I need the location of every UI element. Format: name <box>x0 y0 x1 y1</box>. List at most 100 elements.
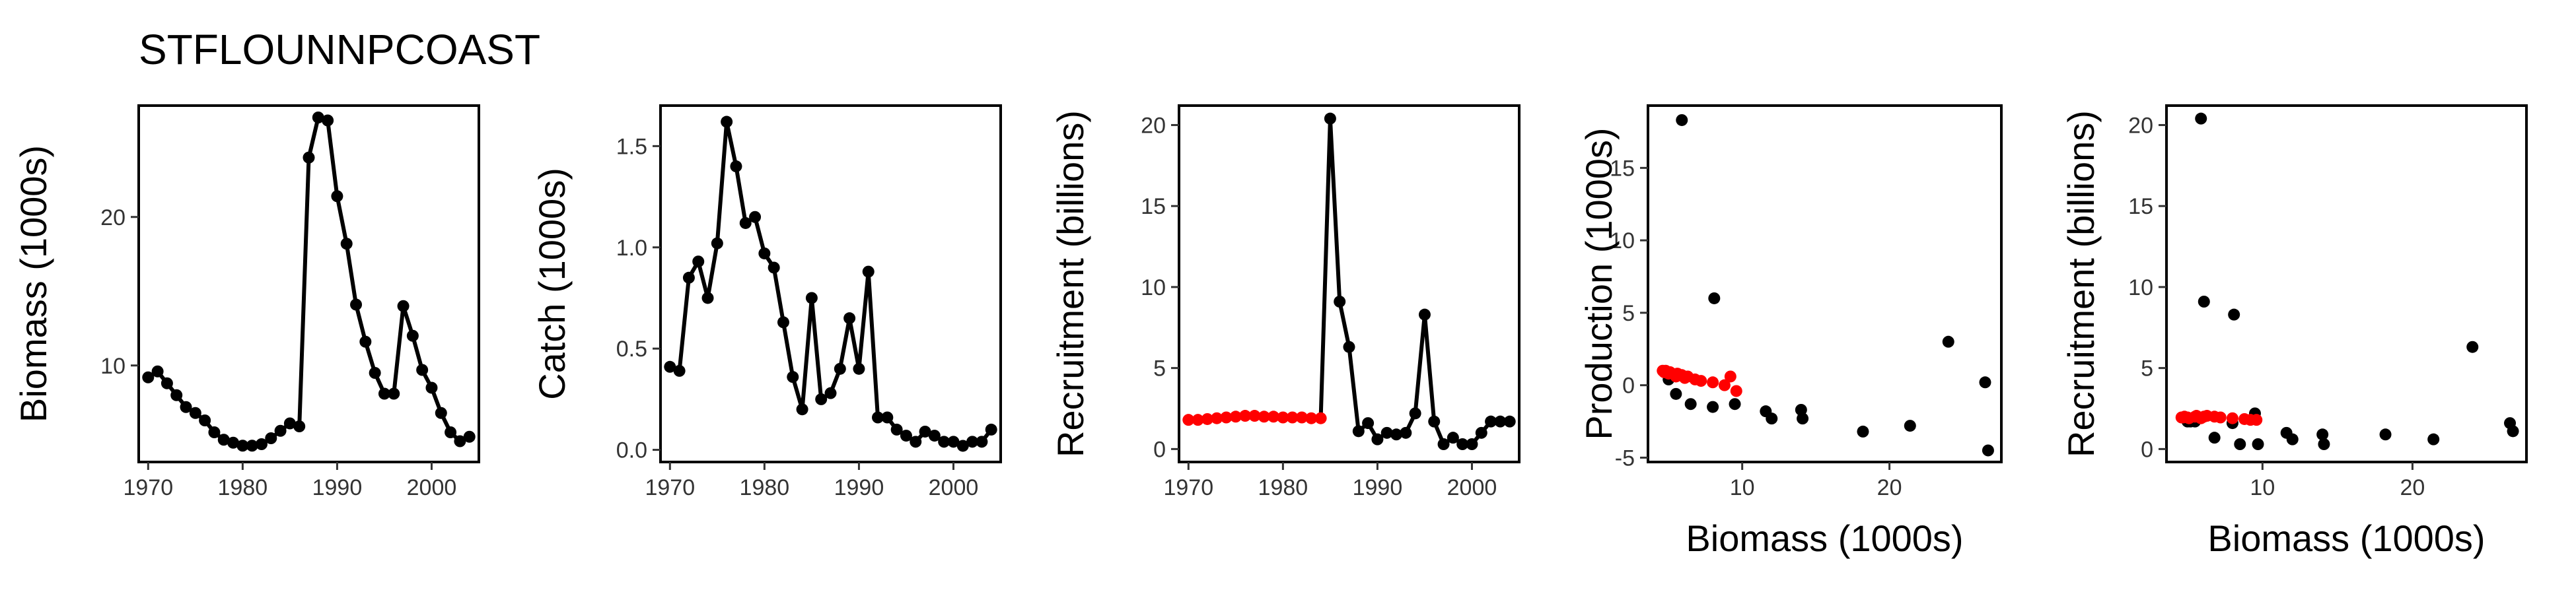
data-point-biomass_ts <box>359 335 372 348</box>
data-point-recruitment_ts <box>1371 433 1384 446</box>
data-point-biomass_ts <box>454 435 466 447</box>
data-point-biomass_ts <box>388 387 400 400</box>
data-point-recruitment_ts <box>1475 426 1487 439</box>
y-tick-label: 15 <box>1610 156 1635 181</box>
data-point-recruitment_vs_biomass <box>2507 425 2519 438</box>
data-point-biomass_ts <box>265 432 277 444</box>
data-point-production_vs_biomass <box>1904 420 1916 432</box>
data-point-production_vs_biomass <box>1707 376 1719 389</box>
data-point-recruitment_vs_biomass <box>2316 428 2329 441</box>
data-point-production_vs_biomass <box>1718 379 1731 391</box>
figure-title: STFLOUNNPCOAST <box>139 26 541 73</box>
data-point-biomass_ts <box>255 438 268 450</box>
data-point-recruitment_ts <box>1390 428 1403 441</box>
y-tick-label: 0.0 <box>616 438 647 463</box>
data-point-catch_ts <box>966 436 979 448</box>
data-point-catch_ts <box>862 265 875 278</box>
data-point-production_vs_biomass <box>1684 398 1697 411</box>
data-point-catch_ts <box>843 312 856 325</box>
data-point-recruitment_ts <box>1485 415 1497 428</box>
data-point-catch_ts <box>947 436 960 448</box>
x-tick-label: 1970 <box>645 475 695 500</box>
data-point-recruitment_ts <box>1211 412 1223 424</box>
data-point-catch_ts <box>881 411 894 424</box>
y-tick-label: 0 <box>2141 437 2153 462</box>
data-point-recruitment_vs_biomass <box>2208 432 2221 444</box>
data-point-recruitment_ts <box>1334 296 1346 308</box>
data-point-biomass_ts <box>236 440 249 452</box>
data-point-recruitment_ts <box>1295 411 1308 424</box>
data-point-biomass_ts <box>246 440 258 452</box>
data-point-catch_ts <box>711 237 723 249</box>
y-axis-title: Production (1000s) <box>1578 127 1620 440</box>
y-tick-label: 10 <box>1141 275 1166 300</box>
x-axis-title: Biomass (1000s) <box>2207 517 2485 559</box>
data-point-biomass_ts <box>283 417 296 430</box>
data-point-biomass_ts <box>416 364 429 376</box>
data-point-biomass_ts <box>425 381 438 394</box>
x-tick-label: 10 <box>1730 475 1755 500</box>
data-point-catch_ts <box>787 371 799 383</box>
y-tick-label: 5 <box>1153 356 1166 381</box>
data-point-catch_ts <box>834 362 846 375</box>
data-point-biomass_ts <box>274 424 287 437</box>
data-point-catch_ts <box>805 292 818 304</box>
y-axis-title: Biomass (1000s) <box>13 145 54 422</box>
data-point-production_vs_biomass <box>1707 401 1719 413</box>
data-point-biomass_ts <box>303 151 315 164</box>
y-axis-title: Catch (1000s) <box>531 168 573 400</box>
data-point-recruitment_ts <box>1380 426 1393 439</box>
data-point-biomass_ts <box>340 238 353 250</box>
data-point-recruitment_ts <box>1314 412 1327 424</box>
data-point-recruitment_ts <box>1229 411 1242 423</box>
data-point-catch_ts <box>853 362 865 375</box>
data-point-catch_ts <box>985 423 997 436</box>
plot-frame-recruitment_ts <box>1178 104 1521 463</box>
x-tick-label: 1980 <box>740 475 790 500</box>
data-point-recruitment_vs_biomass <box>2226 412 2238 424</box>
data-point-biomass_ts <box>227 436 240 449</box>
x-tick-label: 2000 <box>1447 475 1497 500</box>
data-point-biomass_ts <box>350 298 363 311</box>
data-point-biomass_ts <box>208 426 221 438</box>
data-point-recruitment_ts <box>1362 417 1375 430</box>
y-tick-label: 10 <box>1610 228 1635 253</box>
x-tick-label: 20 <box>2400 475 2425 500</box>
data-point-production_vs_biomass <box>1724 370 1736 383</box>
data-point-recruitment_ts <box>1201 412 1213 425</box>
data-point-catch_ts <box>749 211 762 223</box>
data-point-recruitment_ts <box>1418 308 1431 321</box>
x-axis-title: Biomass (1000s) <box>1686 517 1963 559</box>
y-tick-label: 15 <box>2128 194 2153 219</box>
data-point-production_vs_biomass <box>1857 425 1869 438</box>
data-point-biomass_ts <box>142 371 155 383</box>
data-point-biomass_ts <box>151 365 164 378</box>
data-point-biomass_ts <box>445 426 457 438</box>
y-axis-title: Recruitment (billions) <box>2060 110 2102 457</box>
data-point-catch_ts <box>730 160 742 173</box>
data-point-production_vs_biomass <box>1797 412 1809 425</box>
data-point-recruitment_ts <box>1220 411 1233 424</box>
data-point-catch_ts <box>824 387 837 399</box>
data-point-catch_ts <box>910 436 922 448</box>
data-point-biomass_ts <box>369 367 381 379</box>
data-point-biomass_ts <box>180 401 192 413</box>
data-point-production_vs_biomass <box>1982 444 1994 457</box>
x-tick-label: 2000 <box>929 475 979 500</box>
data-point-recruitment_vs_biomass <box>2286 433 2299 446</box>
y-tick-label: 0.5 <box>616 337 647 362</box>
data-point-biomass_ts <box>435 407 447 419</box>
data-point-recruitment_ts <box>1409 407 1421 420</box>
data-point-catch_ts <box>938 436 950 448</box>
data-point-catch_ts <box>777 316 789 329</box>
x-tick-label: 1980 <box>1258 475 1308 500</box>
y-tick-label: 5 <box>1622 301 1635 326</box>
data-point-recruitment_ts <box>1494 415 1507 428</box>
data-point-production_vs_biomass <box>1766 412 1778 425</box>
x-tick-label: 20 <box>1877 475 1902 500</box>
data-point-recruitment_ts <box>1400 426 1412 439</box>
data-point-recruitment_ts <box>1447 432 1459 444</box>
data-point-recruitment_vs_biomass <box>2198 296 2210 308</box>
data-point-biomass_ts <box>217 434 230 446</box>
